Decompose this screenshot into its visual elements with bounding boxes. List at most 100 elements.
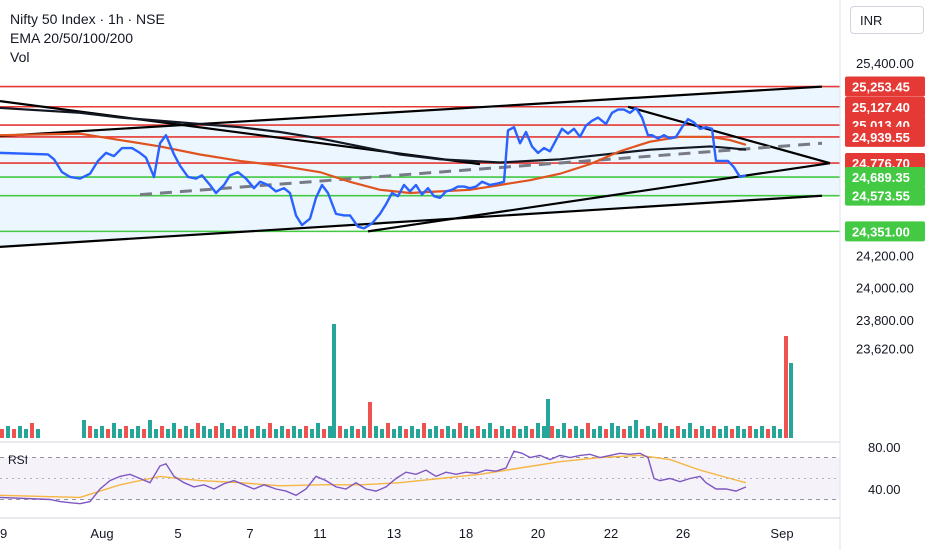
volume-bar-59: [392, 429, 396, 438]
price-tick-3: 23,800.00: [856, 313, 914, 328]
volume-bar-62: [410, 426, 414, 438]
volume-bar-125: [784, 336, 788, 438]
time-tick-5: 13: [387, 526, 401, 541]
ema-indicator-label[interactable]: EMA 20/50/100/200: [10, 30, 133, 46]
time-tick-1: Aug: [90, 526, 113, 541]
volume-bar-88: [562, 423, 566, 438]
volume-bar-99: [628, 426, 632, 438]
volume-bar-54: [362, 426, 366, 438]
volume-bar-111: [700, 426, 704, 438]
volume-bar-83: [536, 423, 540, 438]
volume-bar-120: [754, 429, 758, 438]
level-badge-5: [845, 167, 925, 188]
price-axis: 25,253.4525,127.4025,013.4024,939.5524,7…: [839, 0, 925, 550]
volume-bar-123: [772, 426, 776, 438]
time-tick-4: 11: [313, 526, 327, 541]
time-tick-3: 7: [246, 526, 253, 541]
volume-bar-53: [356, 429, 360, 438]
volume-bar-105: [664, 426, 668, 438]
ema-200-line: [0, 106, 747, 164]
volume-bar-40: [280, 426, 284, 438]
symbol-title[interactable]: Nifty 50 Index · 1h · NSE: [10, 11, 165, 27]
volume-bar-76: [494, 429, 498, 438]
volume-bar-118: [742, 429, 746, 438]
volume-bar-20: [160, 426, 164, 438]
volume-bar-41: [286, 429, 290, 438]
volume-bar-66: [434, 426, 438, 438]
volume-bar-28: [208, 429, 212, 438]
volume-bar-126: [789, 363, 793, 438]
volume-bar-102: [646, 426, 650, 438]
volume-bar-119: [748, 426, 752, 438]
volume-bar-9: [94, 429, 98, 438]
volume-bar-52: [350, 426, 354, 438]
volume-bar-57: [380, 429, 384, 438]
ema-50-line: [0, 132, 747, 195]
volume-bar-108: [682, 429, 686, 438]
volume-bar-103: [652, 429, 656, 438]
volume-bar-0: [0, 429, 4, 438]
time-tick-6: 18: [459, 526, 473, 541]
time-axis: 29 Aug 5 7 11 13 18 20 22 26 Sep: [0, 517, 840, 541]
time-tick-7: 20: [531, 526, 545, 541]
volume-bar-48: [328, 426, 332, 438]
volume-bar-64: [422, 423, 426, 438]
rsi-ma-line: [0, 454, 747, 499]
volume-bar-14: [124, 426, 128, 438]
rsi-label[interactable]: RSI: [8, 453, 29, 467]
price-series-line: [0, 106, 747, 230]
volume-bar-60: [398, 426, 402, 438]
volume-bar-109: [688, 423, 692, 438]
volume-bar-68: [446, 426, 450, 438]
rsi-tick-0: 80.00: [868, 440, 901, 455]
currency-button[interactable]: INR: [850, 6, 924, 34]
volume-bar-32: [232, 426, 236, 438]
level-label-7: 24,351.00: [852, 224, 910, 239]
price-tick-4: 23,620.00: [856, 342, 914, 357]
volume-bar-114: [718, 429, 722, 438]
trendline-0: [0, 85, 823, 138]
time-tick-0: 29: [0, 526, 7, 541]
volume-bar-58: [386, 423, 390, 438]
level-label-3: 24,939.55: [852, 130, 910, 145]
level-badge-3: [845, 126, 925, 147]
volume-bar-47: [322, 429, 326, 438]
volume-bar-101: [640, 429, 644, 438]
volume-bar-38: [268, 423, 272, 438]
volume-bar-19: [154, 429, 158, 438]
volume-bar-50: [338, 426, 342, 438]
level-badge-1: [845, 96, 925, 117]
volume-label[interactable]: Vol: [10, 49, 30, 65]
volume-bar-77: [500, 426, 504, 438]
volume-bar-115: [724, 426, 728, 438]
volume-bar-24: [184, 426, 188, 438]
chart-legend: Nifty 50 Index · 1h · NSE EMA 20/50/100/…: [10, 10, 165, 67]
trendline-1: [0, 194, 823, 248]
volume-bar-91: [580, 429, 584, 438]
volume-bar-31: [226, 429, 230, 438]
volume-bar-23: [178, 429, 182, 438]
volume-bar-27: [202, 426, 206, 438]
volume-bar-121: [760, 426, 764, 438]
volume-bar-45: [310, 429, 314, 438]
level-label-6: 24,573.55: [852, 189, 910, 204]
level-badge-0: [845, 76, 925, 97]
volume-bar-42: [292, 426, 296, 438]
volume-bar-44: [304, 426, 308, 438]
level-badge-7: [845, 221, 925, 242]
volume-bar-86: [550, 426, 554, 438]
volume-bar-98: [622, 429, 626, 438]
volume-bar-95: [604, 429, 608, 438]
volume-bar-37: [262, 429, 266, 438]
volume-bar-12: [112, 423, 116, 438]
volume-bar-46: [316, 423, 320, 438]
volume-bar-26: [196, 423, 200, 438]
volume-bar-3: [18, 426, 22, 438]
volume-bar-110: [694, 429, 698, 438]
trendline-5: [367, 162, 831, 233]
trendline-4: [627, 105, 831, 165]
rsi-tick-1: 40.00: [868, 482, 901, 497]
time-tick-10: Sep: [770, 526, 793, 541]
volume-bar-56: [374, 426, 378, 438]
